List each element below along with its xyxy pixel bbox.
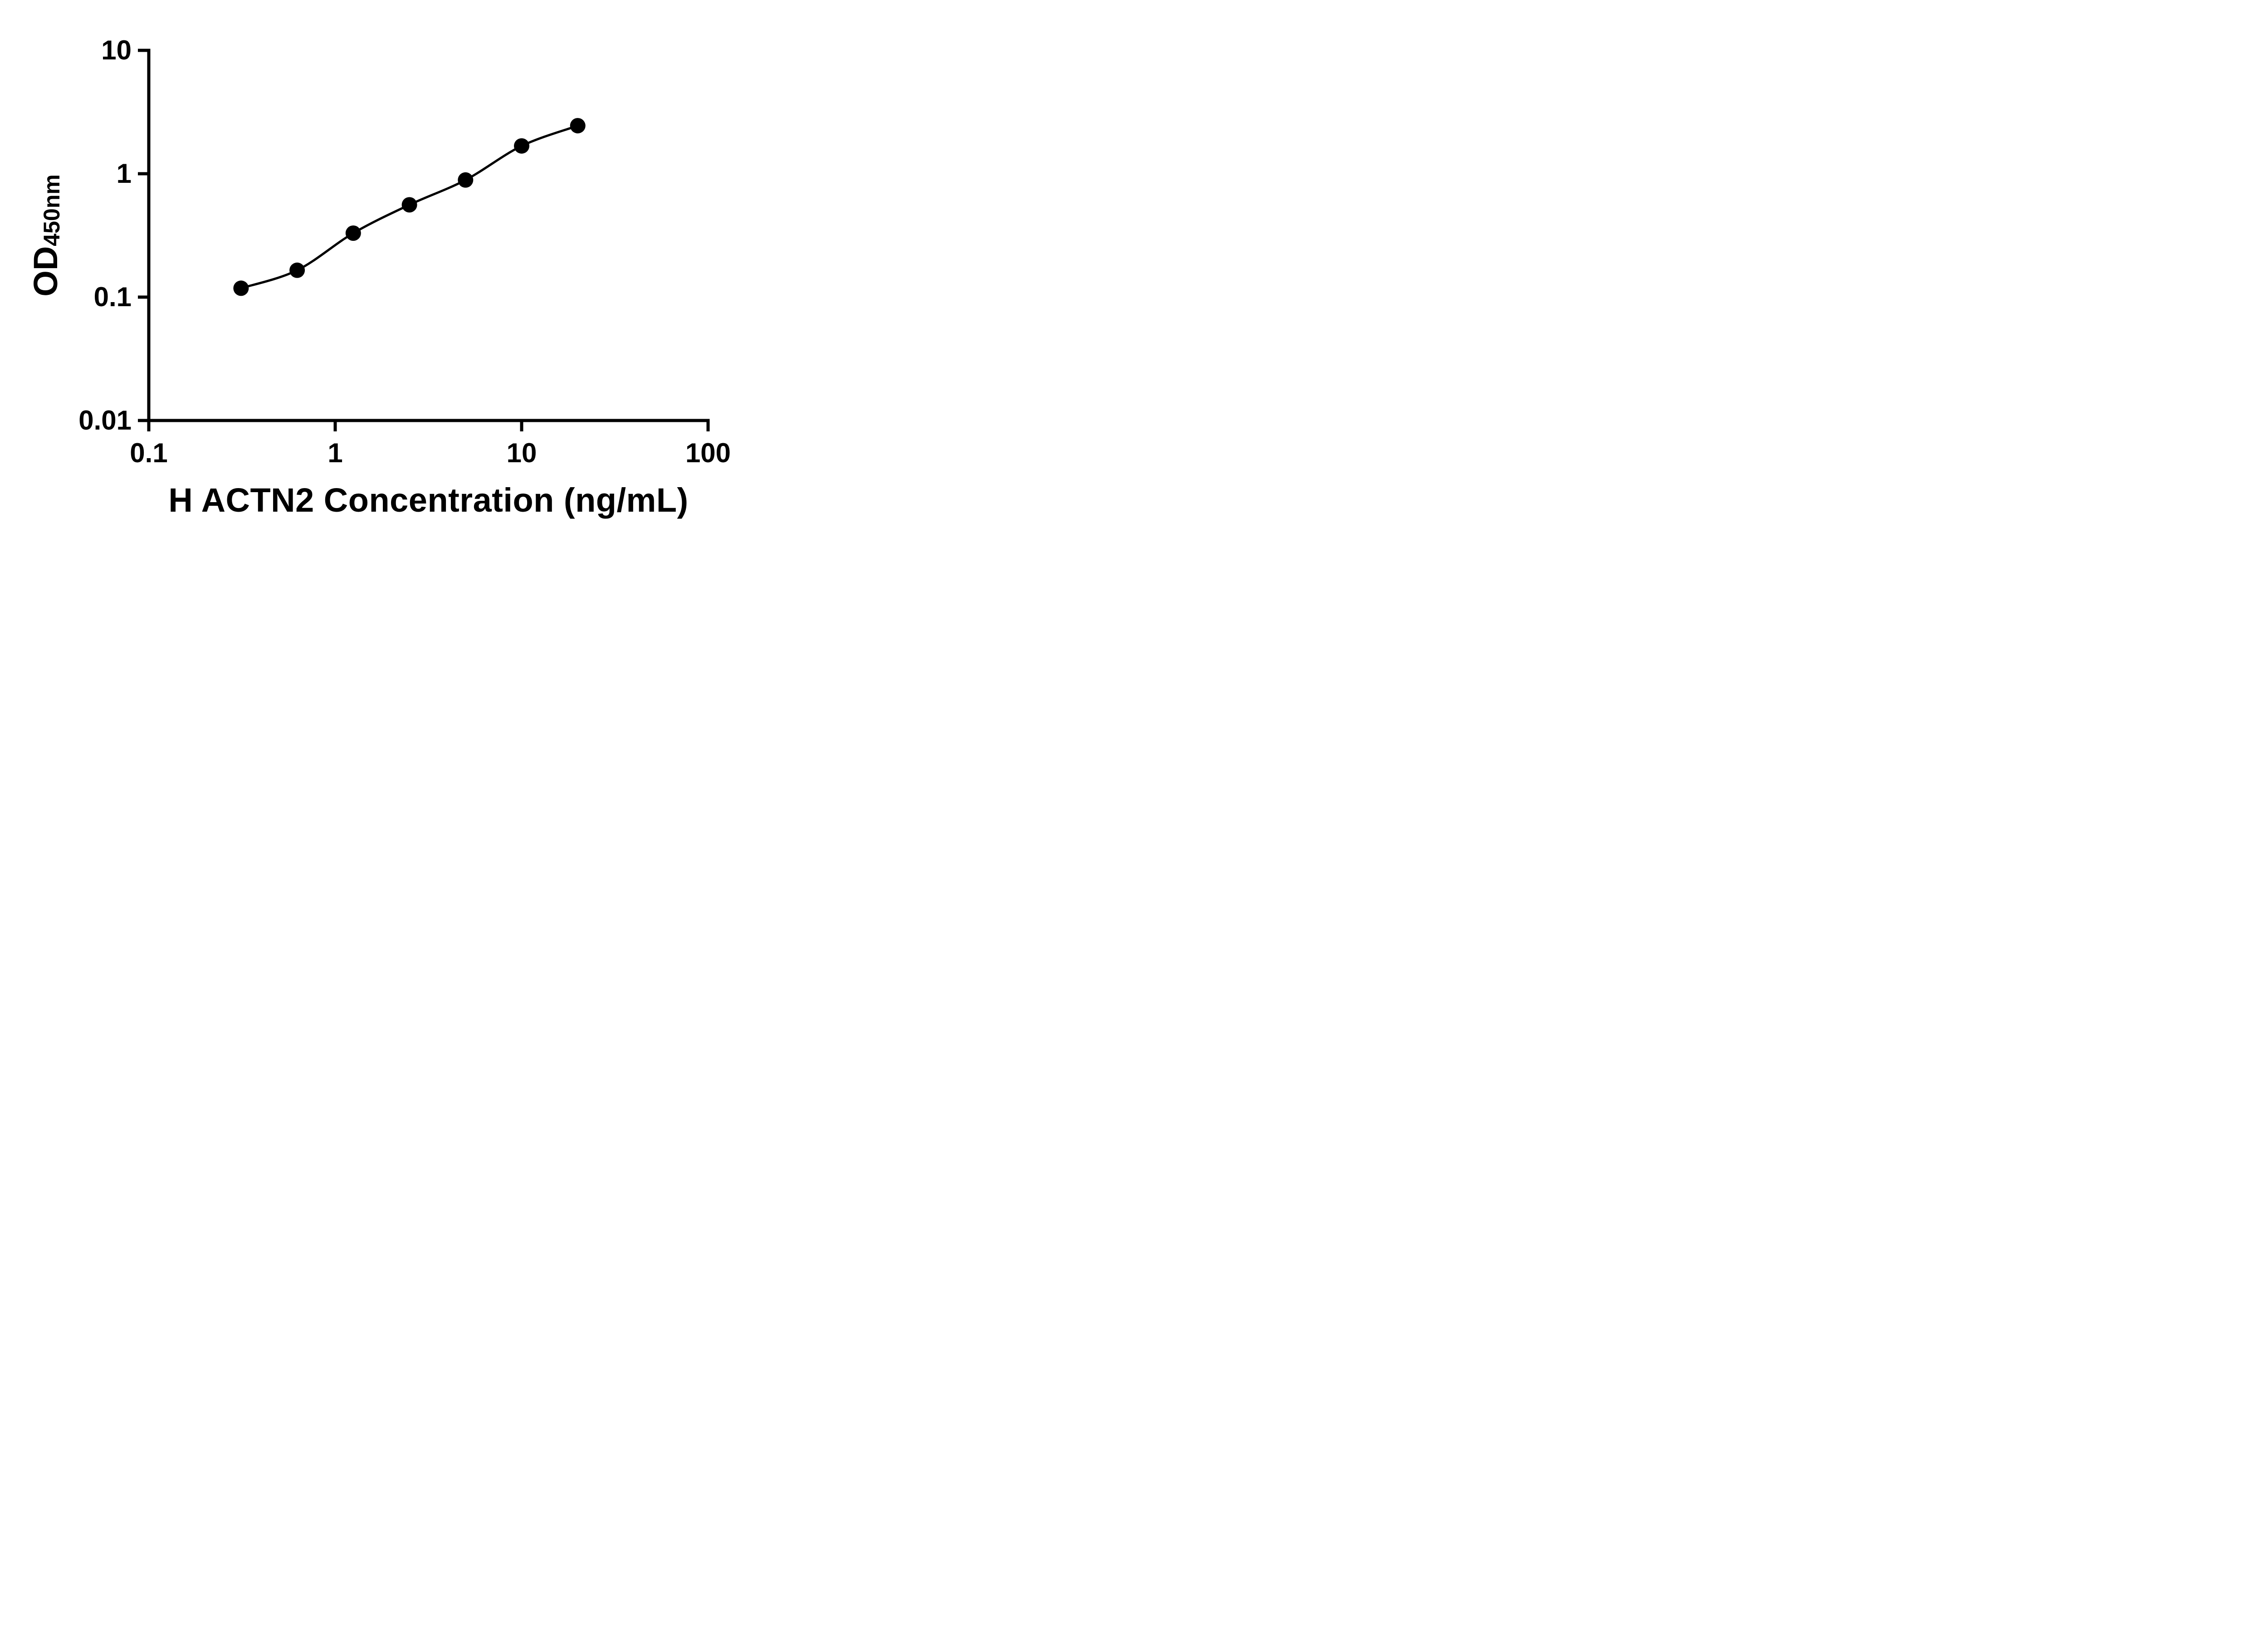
data-point-marker [570,118,586,134]
y-tick-label: 1 [117,158,132,189]
y-axis-title: OD 450nm [25,117,66,353]
axes-line [147,49,710,422]
data-point-marker [289,262,305,278]
data-point-marker [345,225,361,241]
y-axis-title-main: OD [26,246,64,297]
y-axis-title-sub: 450nm [39,174,64,246]
data-point-marker [514,138,529,154]
x-tick-label: 0.1 [130,438,167,468]
x-tick-label: 1 [327,438,342,468]
data-point-marker [233,280,249,296]
y-tick-label: 0.01 [78,405,132,435]
x-axis-title: H ACTN2 Concentration (ng/mL) [168,481,689,519]
y-tick-label: 0.1 [94,282,132,312]
y-tick-label: 10 [101,35,132,65]
x-tick-label: 100 [685,438,731,468]
data-point-marker [401,197,417,213]
chart-container: 0.1 1 10 100 0.01 0.1 1 10 H ACTN2 Concentratio… [0,0,777,544]
data-point-marker [458,172,474,188]
x-tick-label: 10 [507,438,537,468]
